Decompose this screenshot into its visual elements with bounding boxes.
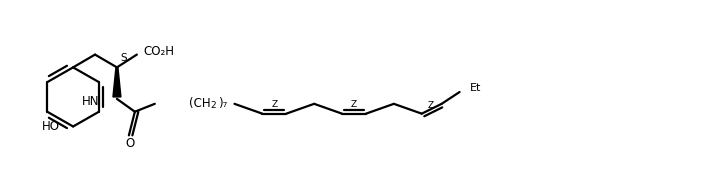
Text: HN: HN [82, 95, 99, 108]
Text: Z: Z [427, 101, 433, 110]
Text: Z: Z [351, 100, 357, 109]
Text: O: O [126, 137, 135, 150]
Text: HO: HO [42, 120, 60, 133]
Text: Et: Et [469, 83, 481, 93]
Text: CO₂H: CO₂H [144, 45, 174, 58]
Polygon shape [113, 67, 121, 97]
Text: Z: Z [272, 100, 277, 109]
Text: 2: 2 [210, 101, 216, 110]
Text: (CH: (CH [188, 97, 210, 110]
Text: S: S [120, 53, 127, 63]
Text: )₇: )₇ [218, 97, 227, 110]
